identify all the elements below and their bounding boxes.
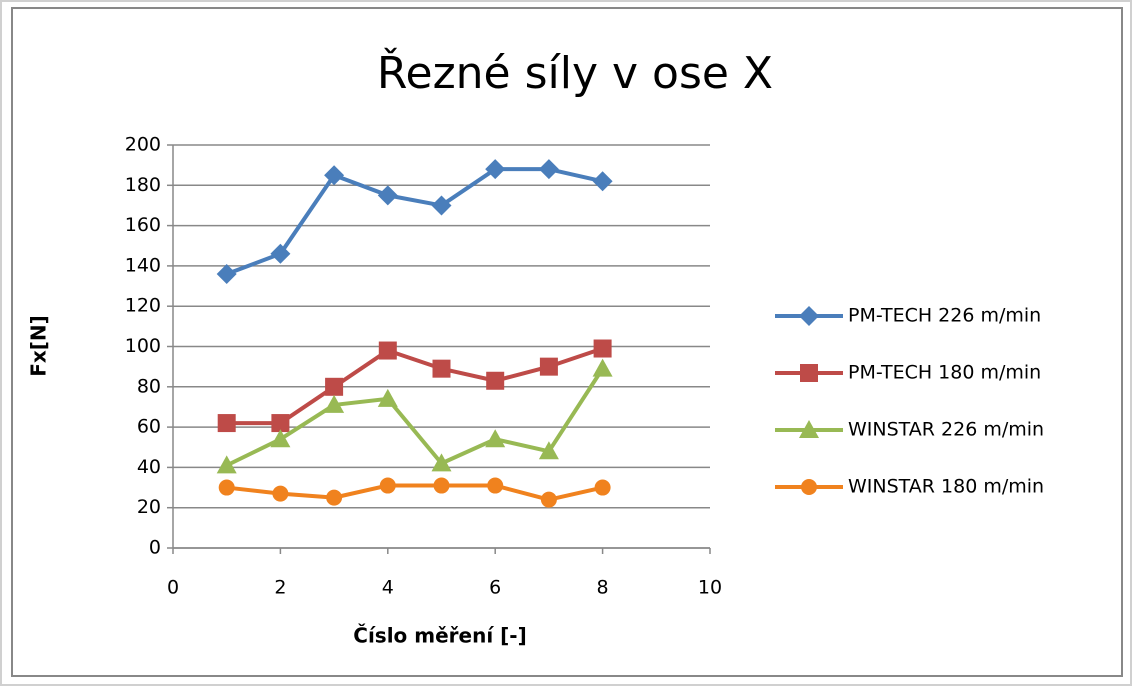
legend-marker bbox=[801, 479, 817, 495]
marker bbox=[377, 185, 398, 206]
marker bbox=[431, 453, 452, 472]
marker bbox=[324, 165, 345, 186]
marker bbox=[324, 394, 345, 413]
y-tick-label: 80 bbox=[137, 375, 161, 397]
x-tick-label: 4 bbox=[382, 577, 394, 599]
x-tick-label: 8 bbox=[597, 577, 609, 599]
marker bbox=[432, 359, 451, 378]
marker bbox=[592, 358, 613, 377]
marker bbox=[539, 357, 558, 376]
y-tick-label: 140 bbox=[125, 254, 161, 276]
y-tick-label: 120 bbox=[125, 295, 161, 317]
y-tick-label: 180 bbox=[125, 174, 161, 196]
marker bbox=[594, 479, 611, 496]
legend-marker bbox=[799, 420, 819, 438]
marker bbox=[325, 377, 344, 396]
series-line bbox=[225, 367, 605, 468]
marker bbox=[216, 455, 237, 474]
marker bbox=[326, 489, 343, 506]
marker bbox=[592, 171, 613, 192]
marker bbox=[433, 477, 450, 494]
marker bbox=[593, 339, 612, 358]
x-tick-label: 6 bbox=[489, 577, 501, 599]
marker bbox=[538, 159, 559, 180]
chart-title: Řezné síly v ose X bbox=[377, 47, 773, 99]
marker bbox=[487, 477, 504, 494]
marker bbox=[540, 491, 557, 508]
marker bbox=[271, 414, 290, 433]
y-tick-label: 0 bbox=[149, 537, 161, 559]
y-tick-label: 20 bbox=[137, 496, 161, 518]
marker bbox=[377, 388, 398, 407]
y-tick-label: 160 bbox=[125, 214, 161, 236]
chart-border bbox=[11, 7, 1123, 677]
marker bbox=[270, 243, 291, 264]
x-tick-label: 0 bbox=[167, 577, 179, 599]
legend-marker bbox=[799, 306, 819, 326]
marker bbox=[378, 341, 397, 360]
marker bbox=[379, 477, 396, 494]
series-line bbox=[226, 483, 604, 502]
marker bbox=[272, 485, 289, 502]
marker bbox=[486, 371, 505, 390]
marker bbox=[218, 479, 235, 496]
marker bbox=[485, 429, 506, 448]
y-tick-label: 60 bbox=[137, 416, 161, 438]
marker bbox=[431, 195, 452, 216]
legend-label: WINSTAR 226 m/min bbox=[848, 419, 1044, 441]
legend-label: WINSTAR 180 m/min bbox=[848, 476, 1044, 498]
marker bbox=[485, 159, 506, 180]
legend-label: PM-TECH 226 m/min bbox=[848, 305, 1041, 327]
y-axis-label: Fx[N] bbox=[27, 315, 51, 377]
x-tick-label: 2 bbox=[274, 577, 286, 599]
legend-marker bbox=[800, 364, 818, 382]
y-tick-label: 100 bbox=[125, 335, 161, 357]
y-tick-label: 200 bbox=[125, 134, 161, 156]
marker bbox=[216, 263, 237, 284]
marker bbox=[217, 414, 236, 433]
y-tick-label: 40 bbox=[137, 456, 161, 478]
x-tick-label: 10 bbox=[698, 577, 722, 599]
legend-label: PM-TECH 180 m/min bbox=[848, 362, 1041, 384]
marker bbox=[538, 441, 559, 460]
x-axis-label: Číslo měření [-] bbox=[353, 624, 526, 648]
marker bbox=[270, 429, 291, 448]
